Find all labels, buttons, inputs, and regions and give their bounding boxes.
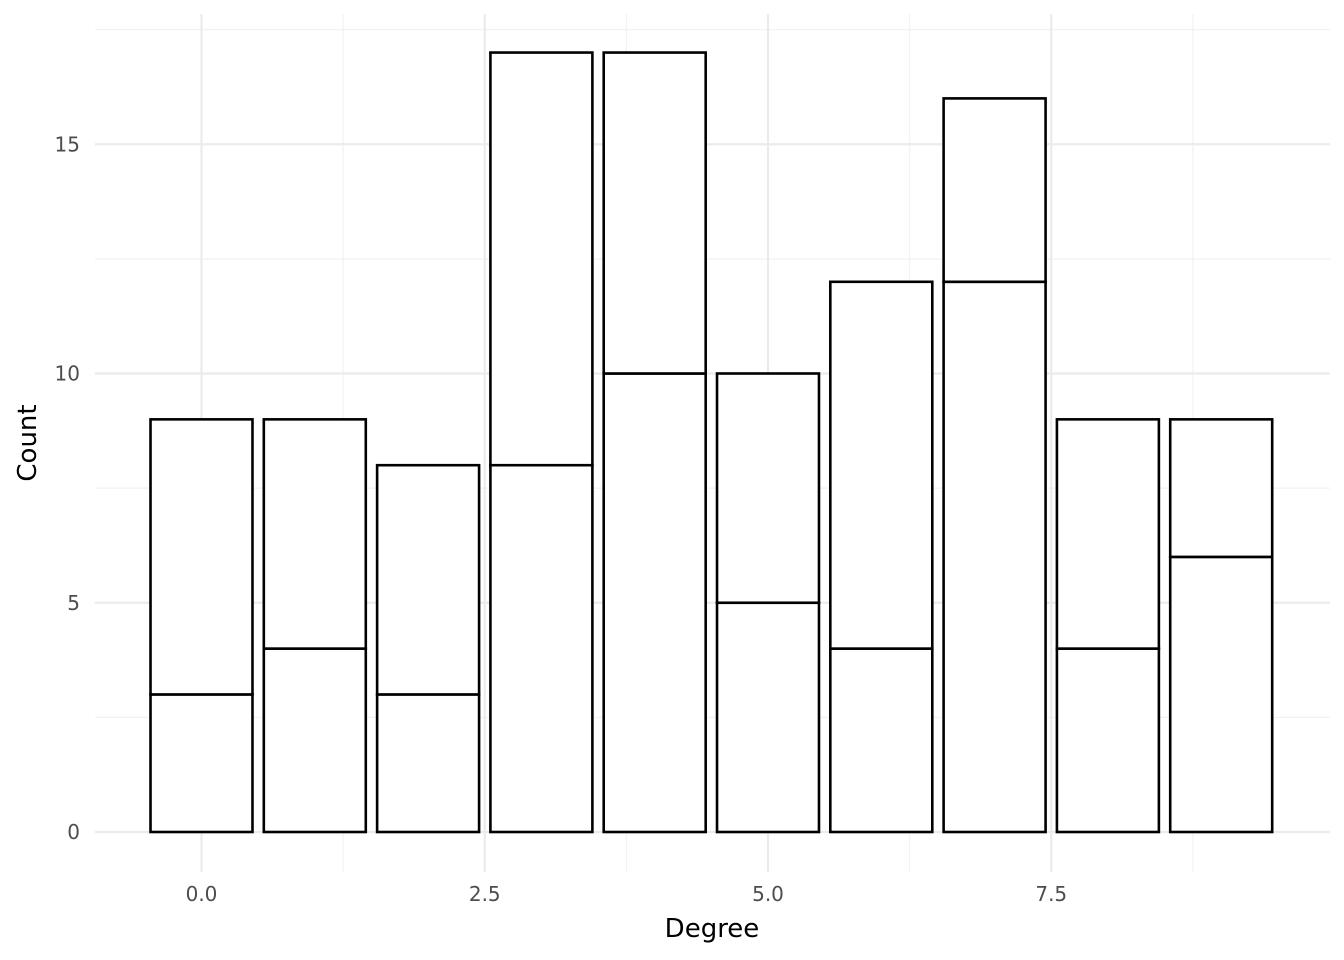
bar-segment-lower (942, 280, 1047, 834)
x-tick-label: 0.0 (186, 882, 218, 906)
bar-segment-upper (375, 463, 481, 696)
y-tick-label: 0 (67, 820, 80, 844)
y-tick-label: 5 (67, 591, 80, 615)
bar-segment-lower (149, 693, 254, 834)
bar-segment-upper (1168, 418, 1274, 559)
tick-labels: 0.0 2.5 5.0 7.5 0 5 10 15 (55, 132, 1068, 906)
x-axis-title: Degree (665, 914, 760, 944)
bar-segment-upper (1055, 418, 1161, 650)
bar-segment-lower (1168, 555, 1274, 834)
bar-segment-lower (262, 647, 368, 834)
bar-segment-upper (715, 372, 821, 605)
bar-segment-lower (375, 693, 481, 834)
bar-segment-lower (829, 647, 934, 834)
y-axis-title: Count (13, 404, 43, 481)
bars (149, 51, 1274, 834)
bar-segment-upper (262, 418, 368, 650)
bar-segment-lower (602, 372, 707, 834)
bar-segment-lower (1055, 647, 1161, 834)
x-tick-label: 2.5 (469, 882, 501, 906)
bar-segment-upper (942, 97, 1047, 284)
bar-segment-upper (602, 51, 707, 375)
bar-segment-upper (829, 280, 934, 650)
bar-segment-lower (489, 463, 594, 834)
x-tick-label: 5.0 (752, 882, 784, 906)
x-tick-label: 7.5 (1035, 882, 1067, 906)
bar-segment-lower (715, 601, 821, 834)
bar-segment-upper (489, 51, 594, 467)
y-tick-label: 10 (55, 362, 80, 386)
y-tick-label: 15 (55, 132, 80, 156)
bar-segment-upper (149, 418, 254, 696)
